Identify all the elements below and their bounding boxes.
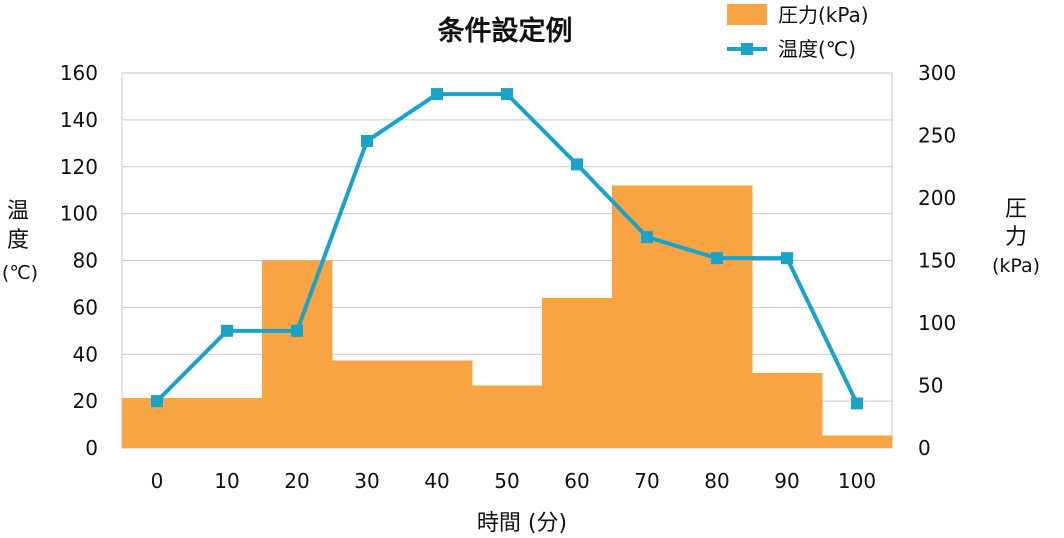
right-tick-0: 0 [918,436,931,460]
left-tick-80: 80 [73,249,98,273]
right-axis-label-line-2: 力 [1005,225,1027,250]
legend: 圧力(kPa) 温度(℃) [727,3,869,61]
x-tick-100: 100 [838,469,876,493]
right-tick-150: 150 [918,249,956,273]
temperature-point-90 [781,252,793,265]
pressure-bar-20 [262,260,333,448]
pressure-bar-40 [402,360,473,448]
right-tick-50: 50 [918,374,943,398]
right-tick-100: 100 [918,311,956,335]
pressure-bar-100 [822,435,893,448]
temperature-line [151,88,863,410]
legend-label-pressure: 圧力(kPa) [778,3,869,27]
left-tick-120: 120 [60,155,98,179]
legend-swatch-temperature-marker [741,43,753,55]
right-axis-label: 圧 力 (kPa) [992,197,1040,277]
pressure-bar-80 [682,185,753,448]
left-tick-40: 40 [73,342,98,366]
temperature-point-30 [361,134,373,147]
chart-title: 条件設定例 [438,15,573,47]
temperature-point-20 [291,324,303,337]
left-axis-label: 温 度 (℃) [2,199,38,284]
left-tick-60: 60 [73,295,98,319]
left-tick-160: 160 [60,61,98,85]
right-tick-300: 300 [918,61,956,85]
temperature-point-70 [641,231,653,244]
left-axis-label-line-3: (℃) [2,262,38,284]
right-tick-200: 200 [918,186,956,210]
pressure-bar-30 [332,360,403,448]
temperature-point-40 [431,88,443,101]
left-tick-20: 20 [73,389,98,413]
temperature-point-50 [501,88,513,101]
temperature-point-0 [151,395,163,408]
pressure-bar-90 [752,373,823,448]
temperature-point-10 [221,324,233,337]
right-axis-label-line-3: (kPa) [992,255,1040,277]
temperature-point-80 [711,252,723,265]
x-tick-70: 70 [634,469,659,493]
x-tick-30: 30 [354,469,379,493]
x-tick-10: 10 [214,469,239,493]
x-tick-90: 90 [774,469,799,493]
pressure-bar-10 [192,398,263,448]
x-tick-0: 0 [151,469,164,493]
temperature-point-100 [851,397,863,410]
left-tick-140: 140 [60,108,98,132]
pressure-bar-50 [472,385,543,448]
left-tick-0: 0 [85,436,98,460]
legend-label-temperature: 温度(℃) [778,37,856,61]
left-axis-label-line-1: 温 [7,199,29,224]
legend-swatch-pressure [727,4,767,25]
x-tick-60: 60 [564,469,589,493]
x-tick-40: 40 [424,469,449,493]
x-tick-20: 20 [284,469,309,493]
x-axis-ticks: 0 10 20 30 40 50 60 70 80 90 100 [151,469,876,493]
right-axis-label-line-1: 圧 [1005,197,1027,222]
right-tick-250: 250 [918,124,956,148]
x-tick-80: 80 [704,469,729,493]
left-axis-label-line-2: 度 [7,228,29,253]
x-axis-label: 時間 (分) [477,511,567,536]
pressure-bars [122,185,893,448]
temperature-point-60 [571,158,583,171]
pressure-bar-70 [612,185,683,448]
right-axis-ticks: 0 50 100 150 200 250 300 [918,61,956,460]
pressure-bar-60 [542,298,613,448]
left-tick-100: 100 [60,202,98,226]
left-axis-ticks: 0 20 40 60 80 100 120 140 160 [60,61,98,460]
x-tick-50: 50 [494,469,519,493]
